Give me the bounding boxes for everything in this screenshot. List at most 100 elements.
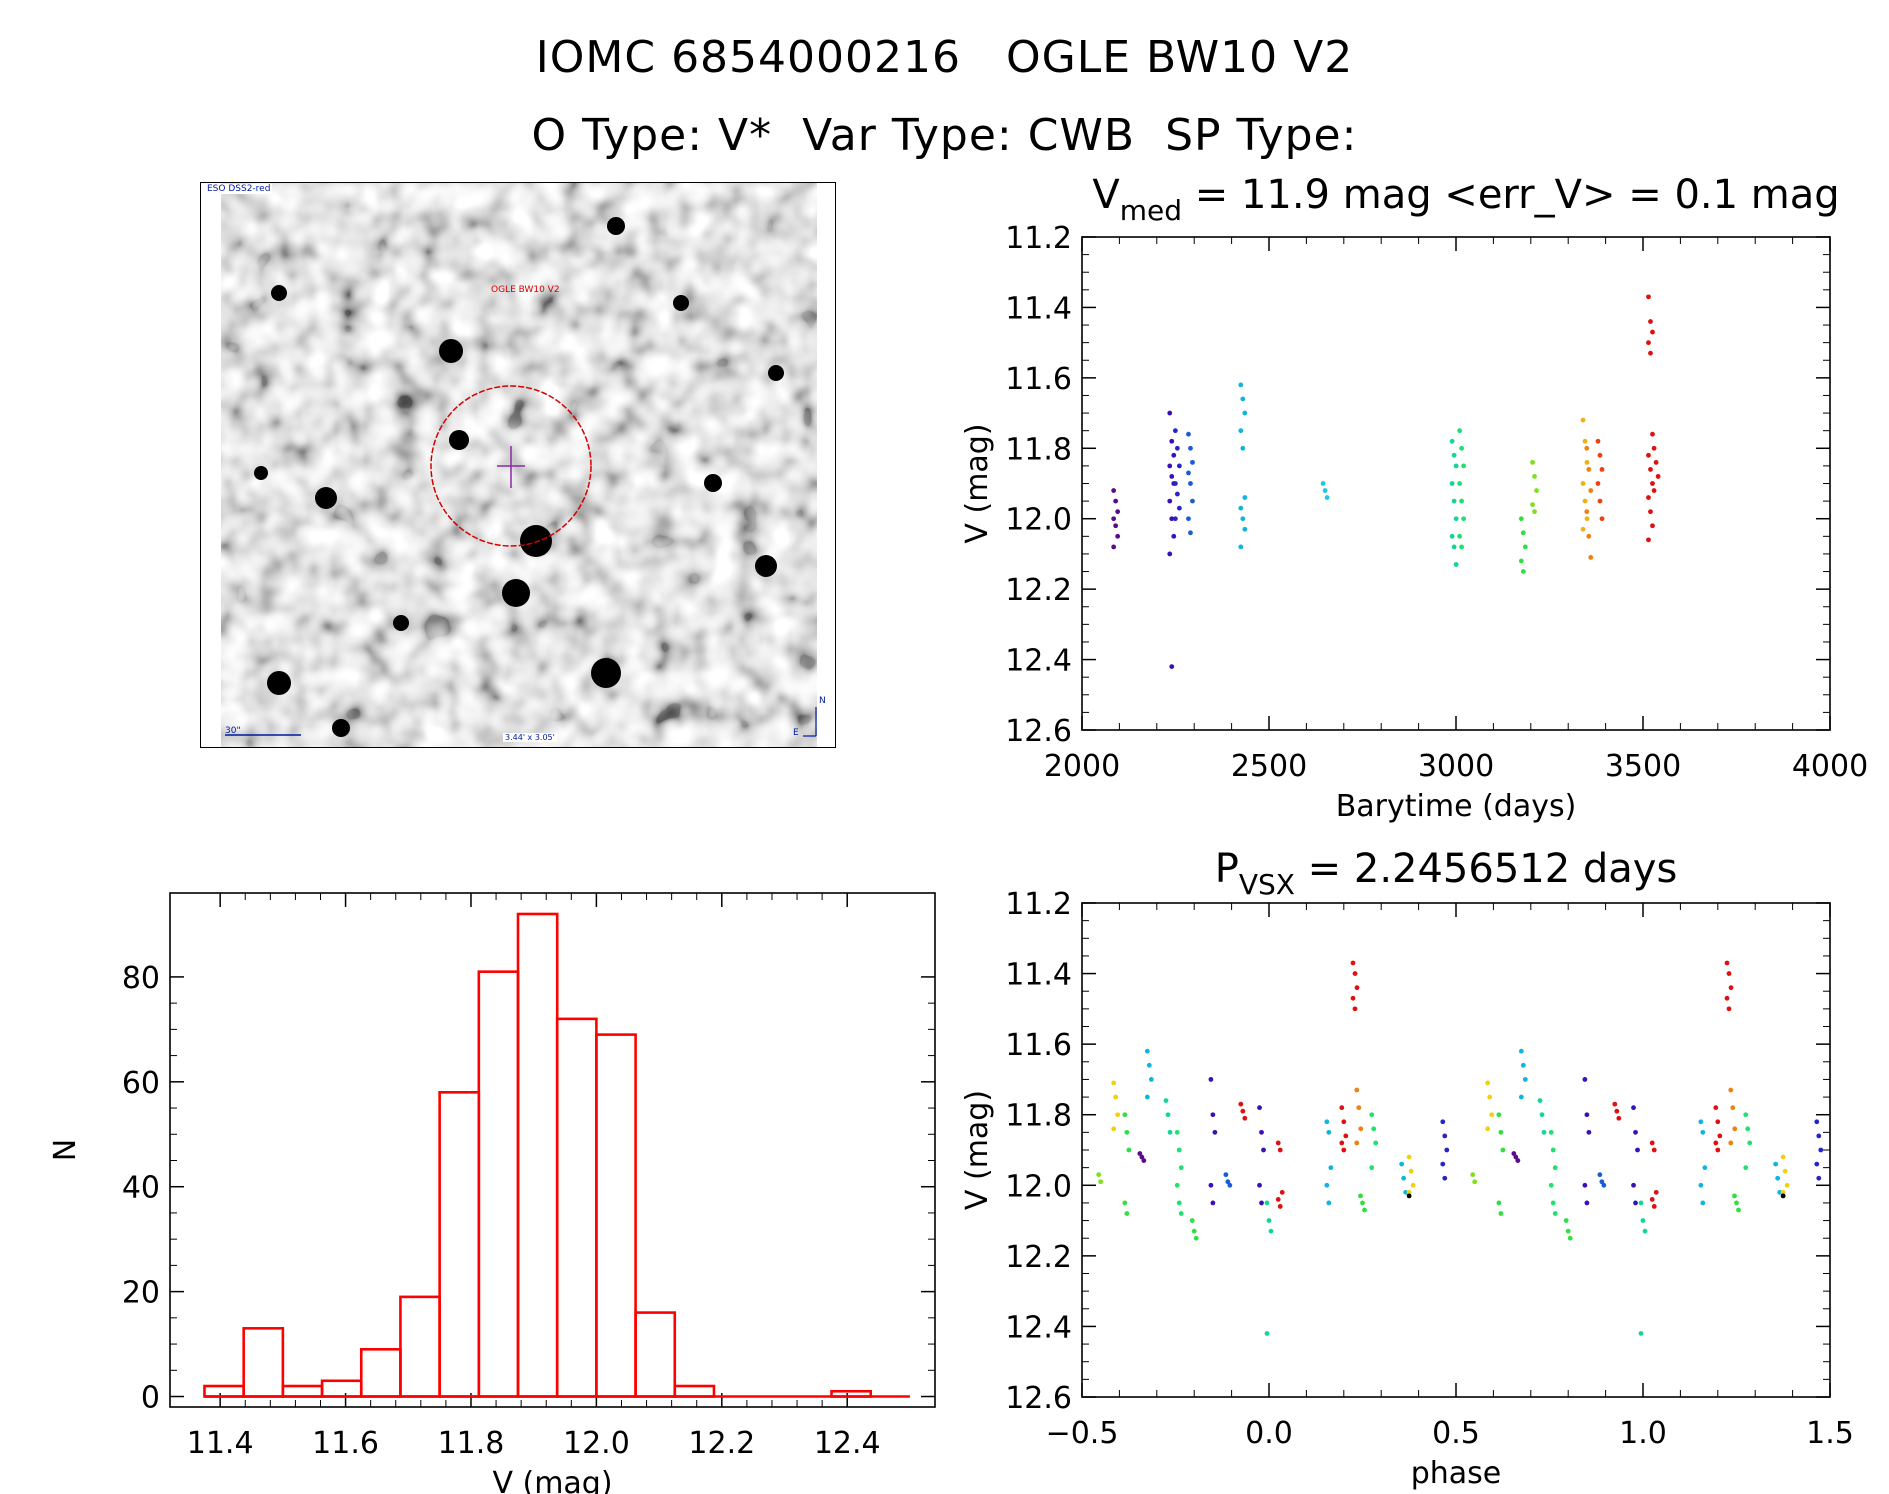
light-curve-point (1113, 498, 1119, 504)
phased-point (1550, 1200, 1556, 1206)
phased-point (1638, 1331, 1644, 1336)
y-tick-label: 40 (122, 1171, 160, 1206)
phased-point (1360, 1200, 1365, 1206)
phased-point (1126, 1147, 1132, 1153)
phased-point (1324, 1119, 1330, 1125)
phased-point (1174, 1182, 1180, 1188)
histogram-bar (673, 1384, 716, 1398)
phased-point (1539, 1112, 1545, 1118)
light-curve-point (1582, 498, 1588, 504)
phased-point (1601, 1182, 1607, 1188)
light-curve-point (1520, 530, 1526, 536)
phased-point (1777, 1189, 1783, 1195)
star (315, 487, 337, 509)
phased-point (1640, 1218, 1646, 1223)
light-curve-point (1186, 470, 1191, 476)
phased-point (1341, 1147, 1347, 1153)
y-tick-label: 20 (122, 1276, 160, 1311)
phased-point (1567, 1235, 1573, 1241)
histogram-bar (438, 1091, 481, 1398)
phased-point (1208, 1077, 1214, 1082)
histogram-bar (477, 970, 520, 1398)
star (439, 339, 463, 363)
light-curve-point (1449, 438, 1455, 444)
light-curve-point (1322, 488, 1328, 493)
light-curve-point (1324, 495, 1330, 500)
phased-point (1210, 1200, 1216, 1206)
phased-point (1743, 1165, 1749, 1171)
phased-point (1631, 1105, 1636, 1111)
light-curve-point (1518, 516, 1524, 522)
phased-point (1178, 1165, 1184, 1171)
phased-point (1732, 1126, 1738, 1132)
phased-point (1700, 1129, 1706, 1135)
light-curve-title: Vmed = 11.9 mag <err_V> = 0.1 mag (1092, 172, 1839, 227)
phased-point (1736, 1207, 1741, 1213)
light-curve-point (1648, 319, 1653, 324)
y-tick-label: 11.4 (1005, 958, 1072, 993)
light-curve-point (1453, 463, 1459, 469)
light-curve-point (1457, 428, 1463, 434)
phased-point (1403, 1189, 1409, 1195)
phased-point (1444, 1147, 1450, 1153)
phased-point (1264, 1331, 1270, 1336)
phased-point (1191, 1228, 1197, 1234)
light-curve-point (1457, 481, 1463, 486)
x-axis-label: phase (1411, 1456, 1502, 1491)
phased-point (1193, 1235, 1199, 1241)
phased-point (1485, 1080, 1491, 1086)
target-label: OGLE BW10 V2 (491, 285, 560, 295)
light-curve-point (1530, 459, 1535, 465)
phased-point (1814, 1161, 1820, 1167)
light-curve-point (1242, 410, 1248, 416)
phased-point (1401, 1175, 1407, 1181)
phased-point (1635, 1147, 1640, 1153)
phased-point (1440, 1119, 1446, 1125)
light-curve-point (1238, 428, 1244, 434)
sky-noise (221, 183, 817, 747)
phased-point (1715, 1119, 1721, 1125)
phased-point (1212, 1129, 1218, 1135)
phased-point (1775, 1175, 1781, 1181)
phased-point (1264, 1200, 1270, 1206)
phased-point (1702, 1165, 1708, 1171)
phased-point (1223, 1172, 1229, 1178)
light-curve-point (1188, 445, 1193, 451)
phased-point (1144, 1048, 1150, 1054)
phased-point (1470, 1172, 1476, 1178)
light-curve-point (1171, 533, 1177, 539)
phased-point (1275, 1197, 1281, 1202)
light-curve-point (1186, 516, 1191, 522)
light-curve-point (1522, 544, 1528, 550)
phased-point (1369, 1112, 1375, 1118)
phased-point (1399, 1161, 1405, 1167)
histogram-bar (595, 1033, 637, 1398)
phased-curve-chart: −0.5 0.0 0.5 1.0 1.5 11.2 11.4 11.6 11.8 12.0 12.2… (960, 846, 1854, 1491)
histogram-bar (203, 1384, 245, 1398)
phased-point (1582, 1077, 1588, 1082)
light-curve-point (1459, 498, 1465, 504)
phased-point (1410, 1182, 1416, 1188)
light-curve-point (1169, 664, 1175, 670)
light-curve-point (1518, 558, 1524, 564)
light-curve-point (1169, 474, 1175, 479)
phased-point (1268, 1228, 1274, 1234)
star (591, 658, 621, 688)
phased-point (1176, 1200, 1182, 1206)
y-axis-label: N (48, 1139, 83, 1161)
phased-point (1122, 1112, 1128, 1118)
phased-point (1350, 995, 1356, 1001)
phased-point (1730, 1105, 1736, 1111)
x-axis-label: Barytime (days) (1336, 789, 1577, 824)
phased-point (1352, 971, 1358, 976)
x-tick-label: 2000 (1044, 749, 1120, 784)
phased-point (1227, 1182, 1233, 1188)
phased-point (1548, 1182, 1554, 1188)
light-curve-point (1580, 417, 1586, 423)
x-tick-label: 11.4 (187, 1426, 254, 1461)
phased-point (1240, 1108, 1246, 1114)
phased-point (1279, 1189, 1285, 1195)
phased-point (1586, 1129, 1592, 1135)
phased-point (1498, 1129, 1504, 1135)
x-tick-label: 0.0 (1245, 1416, 1293, 1451)
